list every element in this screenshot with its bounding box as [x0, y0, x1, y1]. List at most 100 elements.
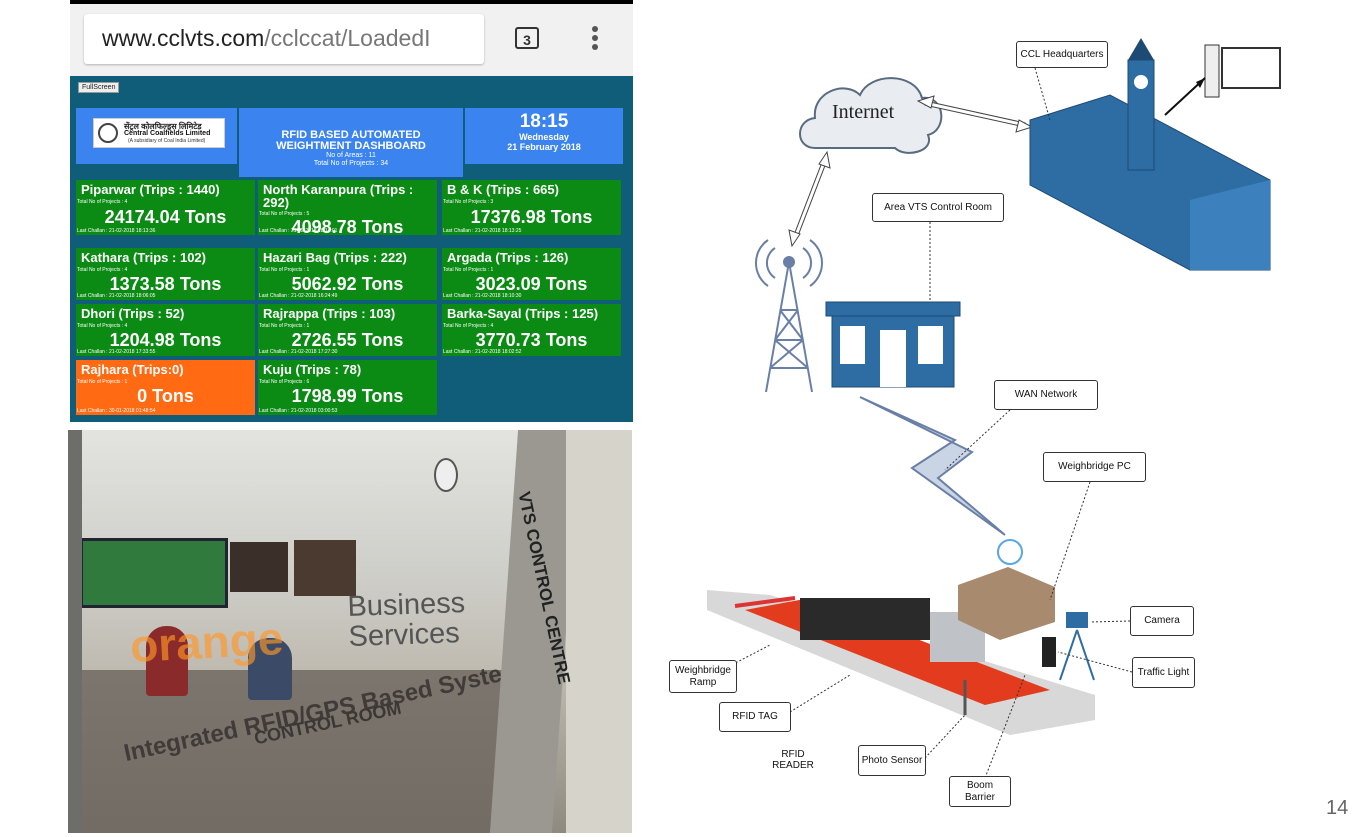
- area-tile[interactable]: Barka-Sayal (Trips : 125) Total No of Pro…: [442, 304, 621, 356]
- area-tonnage: 4098.78 Tons: [291, 217, 404, 235]
- area-name: Barka-Sayal (Trips : 125): [447, 306, 599, 321]
- wifi-signal-icon: [997, 539, 1023, 565]
- truck-trailer: [800, 598, 930, 640]
- area-name: Dhori (Trips : 52): [81, 306, 185, 321]
- photo-person: [146, 626, 188, 696]
- area-name: Rajhara (Trips:0): [81, 362, 184, 377]
- area-name: Piparwar (Trips : 1440): [81, 182, 220, 197]
- weighbridge-scene: [707, 539, 1095, 735]
- area-project-count: Total No of Projects : 4: [77, 267, 128, 273]
- area-project-count: Total No of Projects : 1: [77, 379, 128, 385]
- dashboard-title-line1: RFID BASED AUTOMATED: [281, 129, 421, 141]
- area-last-challan: Last Challan : 21-02-2018 16:24:49: [259, 293, 338, 299]
- cell-tower-icon: [755, 239, 823, 393]
- area-project-count: Total No of Projects : 4: [77, 199, 128, 205]
- area-name: Kuju (Trips : 78): [263, 362, 362, 377]
- control-room-photo: orange Business Services Integrated RFID…: [68, 430, 632, 833]
- area-name: Argada (Trips : 126): [447, 250, 569, 265]
- tab-switcher-button[interactable]: 3: [515, 27, 539, 49]
- internet-hq-link-arrow: [916, 95, 1034, 133]
- area-tile[interactable]: Piparwar (Trips : 1440) Total No of Proje…: [76, 180, 255, 235]
- area-vts-control-room-label: Area VTS Control Room: [872, 193, 1004, 222]
- photo-wall-clock-icon: [434, 458, 458, 492]
- photo-wall: [566, 430, 632, 833]
- ccl-headquarters-label: CCL Headquarters: [1016, 41, 1108, 68]
- traffic-light-icon: [1042, 637, 1056, 667]
- area-tonnage: 1798.99 Tons: [291, 386, 404, 406]
- traffic-light-label: Traffic Light: [1132, 657, 1195, 688]
- tower-internet-link-arrow: [788, 150, 831, 248]
- camera-icon: [1066, 612, 1088, 628]
- fullscreen-button[interactable]: FullScreen: [78, 82, 120, 93]
- area-last-challan: Last Challan : 21-02-2018 18:10:30: [443, 293, 522, 299]
- area-last-challan: Last Challan : 21-02-2018 18:02:52: [443, 349, 522, 355]
- rfid-tag-label: RFID TAG: [719, 702, 791, 732]
- area-tonnage: 1373.58 Tons: [109, 274, 222, 294]
- company-logo-panel: सेंट्रल कोलफिल्ड्स लिमिटेड Central Coalf…: [76, 108, 237, 164]
- area-tonnage: 24174.04 Tons: [104, 207, 227, 227]
- weighment-dashboard: FullScreen सेंट्रल कोलफिल्ड्स लिमिटेड Ce…: [70, 76, 633, 422]
- internet-cloud-icon: [799, 77, 943, 154]
- area-tile[interactable]: Kuju (Trips : 78) Total No of Projects : …: [258, 360, 437, 415]
- area-project-count: Total No of Projects : 4: [77, 323, 128, 329]
- ccl-emblem-icon: [98, 123, 118, 143]
- area-project-count: Total No of Projects : 1: [259, 267, 310, 273]
- area-project-count: Total No of Projects : 1: [443, 267, 494, 273]
- logo-subtitle: (A subsidiary of Coal India Limited): [128, 138, 206, 144]
- weighbridge-pc-label: Weighbridge PC: [1043, 452, 1146, 482]
- area-tile[interactable]: North Karanpura (Trips : 292) Total No of…: [258, 180, 437, 235]
- area-name: Rajrappa (Trips : 103): [263, 306, 396, 321]
- current-weekday: Wednesday: [519, 132, 569, 142]
- area-name: Kathara (Trips : 102): [81, 250, 206, 265]
- overflow-menu-icon[interactable]: [590, 26, 600, 54]
- areas-count: No of Areas : 11: [326, 152, 376, 159]
- area-tile[interactable]: Kathara (Trips : 102) Total No of Project…: [76, 248, 255, 300]
- weighbridge-ramp-label: Weighbridge Ramp: [669, 660, 737, 693]
- dashboard-title-panel: RFID BASED AUTOMATED WEIGHTMENT DASHBOAR…: [239, 108, 463, 177]
- photo-window-frame: [68, 430, 82, 833]
- url-text[interactable]: www.cclvts.com/cclccat/LoadedI: [102, 25, 431, 51]
- area-project-count: Total No of Projects : 5: [259, 211, 310, 217]
- area-tile[interactable]: Rajhara (Trips:0) Total No of Projects : …: [76, 360, 255, 415]
- area-tile[interactable]: Dhori (Trips : 52) Total No of Projects :…: [76, 304, 255, 356]
- label-leader-lines: [717, 67, 1133, 779]
- logo-company-name: Central Coalfields Limited: [124, 130, 211, 137]
- photo-desk-area: [82, 670, 502, 833]
- browser-toolbar: www.cclvts.com/cclccat/LoadedI 3: [70, 0, 633, 76]
- boom-barrier-label: Boom Barrier: [949, 776, 1011, 807]
- rfid-reader-label: RFID READER: [772, 749, 814, 771]
- area-tonnage: 17376.98 Tons: [470, 207, 593, 227]
- area-last-challan: Last Challan : 21-02-2018 17:33:55: [77, 349, 156, 355]
- wan-link-lightning-icon: [859, 396, 1006, 536]
- dashboard-title-line2: WEIGHTMENT DASHBOARD: [276, 140, 426, 152]
- headquarters-building-icon: [1029, 38, 1271, 271]
- area-tonnage: 1204.98 Tons: [109, 330, 222, 350]
- area-last-challan: Last Challan : 21-02-2018 17:27:30: [259, 349, 338, 355]
- company-logo: सेंट्रल कोलफिल्ड्स लिमिटेड Central Coalf…: [93, 118, 225, 148]
- status-strip: [70, 0, 633, 4]
- area-tonnage: 2726.55 Tons: [291, 330, 404, 350]
- internet-label: Internet: [832, 101, 895, 123]
- address-bar[interactable]: www.cclvts.com/cclccat/LoadedI: [84, 14, 484, 64]
- clock-panel: 18:15 Wednesday 21 February 2018: [465, 108, 623, 164]
- computer-icon: [1164, 44, 1281, 116]
- wan-network-label: WAN Network: [994, 380, 1098, 410]
- area-tile[interactable]: Rajrappa (Trips : 103) Total No of Projec…: [258, 304, 437, 356]
- area-project-count: Total No of Projects : 1: [259, 323, 310, 329]
- area-project-count: Total No of Projects : 6: [259, 379, 310, 385]
- area-name: B & K (Trips : 665): [447, 182, 559, 197]
- area-last-challan: Last Challan : 30-01-2018 01:48:54: [77, 408, 156, 414]
- boom-barrier-arm: [734, 596, 796, 608]
- area-project-count: Total No of Projects : 3: [443, 199, 494, 205]
- area-control-room-building-icon: [825, 301, 961, 388]
- area-last-challan: Last Challan : 21-02-2018 18:14:01: [259, 228, 338, 234]
- area-tile[interactable]: Argada (Trips : 126) Total No of Projects…: [442, 248, 621, 300]
- area-tonnage: 3770.73 Tons: [475, 330, 588, 350]
- photo-sensor-label: Photo Sensor: [858, 745, 926, 776]
- area-tile[interactable]: Hazari Bag (Trips : 222) Total No of Proj…: [258, 248, 437, 300]
- page-number: 14: [1326, 797, 1349, 819]
- camera-label: Camera: [1130, 606, 1194, 636]
- area-tile[interactable]: B & K (Trips : 665) Total No of Projects …: [442, 180, 621, 235]
- area-name: Hazari Bag (Trips : 222): [263, 250, 407, 265]
